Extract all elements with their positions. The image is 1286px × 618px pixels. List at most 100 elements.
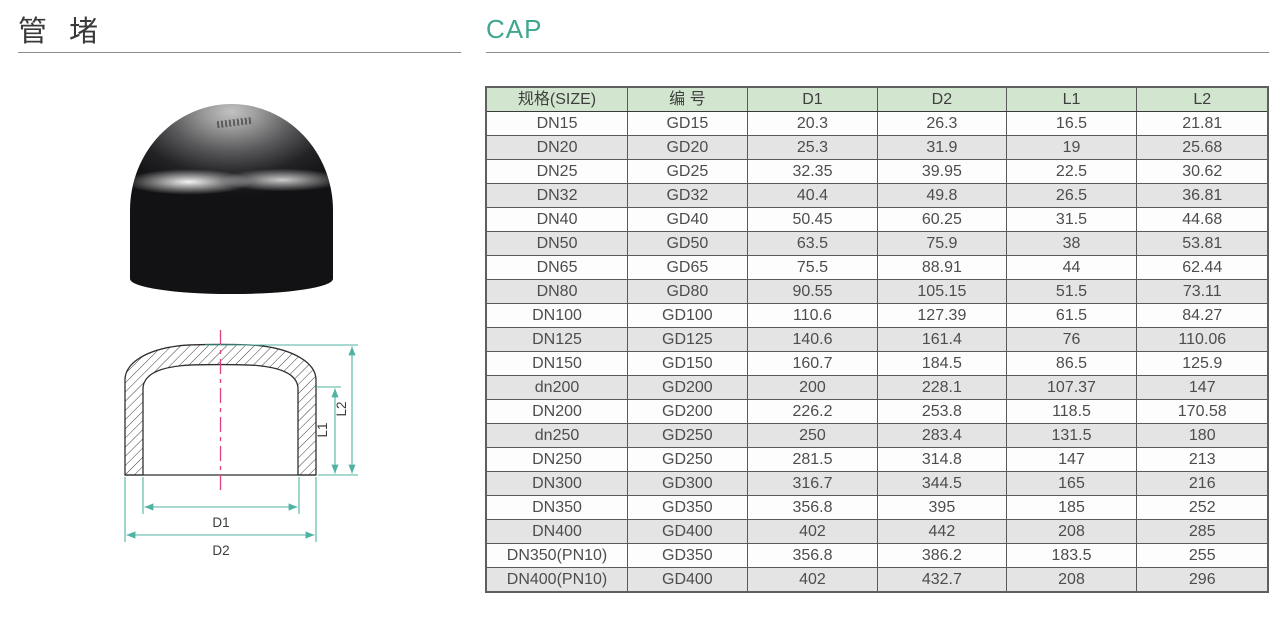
table-cell: 147 — [1005, 447, 1138, 472]
table-cell: DN20 — [485, 135, 629, 160]
table-row: DN125 GD125 140.6 161.4 76 110.06 — [485, 327, 1269, 352]
table-cell: 442 — [877, 519, 1007, 544]
table-row: dn200 GD200 200 228.1 107.37 147 — [485, 375, 1269, 400]
table-cell: 127.39 — [877, 303, 1007, 328]
table-cell: GD300 — [627, 471, 748, 496]
table-row: DN32 GD32 40.4 49.8 26.5 36.81 — [485, 183, 1269, 208]
table-cell: 253.8 — [877, 399, 1007, 424]
table-cell: DN80 — [485, 279, 629, 304]
table-cell: DN65 — [485, 255, 629, 280]
table-row: DN80 GD80 90.55 105.15 51.5 73.11 — [485, 279, 1269, 304]
table-row: DN350 GD350 356.8 395 185 252 — [485, 495, 1269, 520]
table-cell: 88.91 — [877, 255, 1007, 280]
table-cell: GD50 — [627, 231, 748, 256]
table-cell: 356.8 — [746, 495, 879, 520]
table-cell: 44.68 — [1136, 207, 1269, 232]
table-cell: DN250 — [485, 447, 629, 472]
column-header: 规格(SIZE) — [485, 86, 629, 112]
table-row: DN65 GD65 75.5 88.91 44 62.44 — [485, 255, 1269, 280]
table-cell: 44 — [1005, 255, 1138, 280]
table-cell: 183.5 — [1005, 543, 1138, 568]
table-cell: 107.37 — [1005, 375, 1138, 400]
table-cell: DN400 — [485, 519, 629, 544]
table-cell: 216 — [1136, 471, 1269, 496]
table-cell: 226.2 — [746, 399, 879, 424]
table-cell: DN40 — [485, 207, 629, 232]
table-row: DN150 GD150 160.7 184.5 86.5 125.9 — [485, 351, 1269, 376]
cap-wall-section — [124, 343, 317, 476]
table-cell: DN350(PN10) — [485, 543, 629, 568]
cap-technical-drawing: D1 D2 L1 L2 — [124, 330, 358, 558]
table-cell: 356.8 — [746, 543, 879, 568]
table-cell: 38 — [1005, 231, 1138, 256]
table-cell: 60.25 — [877, 207, 1007, 232]
table-cell: 208 — [1005, 519, 1138, 544]
table-cell: 180 — [1136, 423, 1269, 448]
table-cell: DN300 — [485, 471, 629, 496]
table-row: DN15 GD15 20.3 26.3 16.5 21.81 — [485, 111, 1269, 136]
table-cell: DN100 — [485, 303, 629, 328]
table-cell: GD350 — [627, 543, 748, 568]
table-cell: GD250 — [627, 447, 748, 472]
table-cell: DN400(PN10) — [485, 567, 629, 593]
table-row: DN100 GD100 110.6 127.39 61.5 84.27 — [485, 303, 1269, 328]
table-cell: 51.5 — [1005, 279, 1138, 304]
table-cell: 200 — [746, 375, 879, 400]
table-cell: 344.5 — [877, 471, 1007, 496]
label-d1: D1 — [212, 515, 229, 530]
table-cell: 252 — [1136, 495, 1269, 520]
label-d2: D2 — [212, 543, 229, 558]
table-row: DN300 GD300 316.7 344.5 165 216 — [485, 471, 1269, 496]
table-cell: 50.45 — [746, 207, 879, 232]
table-cell: GD400 — [627, 567, 748, 593]
cap-shape — [130, 104, 333, 294]
dimension-lines — [126, 346, 356, 539]
table-row: DN25 GD25 32.35 39.95 22.5 30.62 — [485, 159, 1269, 184]
table-cell: 31.9 — [877, 135, 1007, 160]
table-cell: 75.5 — [746, 255, 879, 280]
table-row: DN400(PN10) GD400 402 432.7 208 296 — [485, 567, 1269, 593]
table-cell: 76 — [1005, 327, 1138, 352]
column-header: D2 — [877, 86, 1007, 112]
table-cell: DN200 — [485, 399, 629, 424]
table-cell: 165 — [1005, 471, 1138, 496]
table-cell: 185 — [1005, 495, 1138, 520]
table-cell: 30.62 — [1136, 159, 1269, 184]
table-cell: GD100 — [627, 303, 748, 328]
table-cell: 110.06 — [1136, 327, 1269, 352]
page-title-english: CAP — [486, 14, 543, 44]
table-cell: 316.7 — [746, 471, 879, 496]
table-cell: 49.8 — [877, 183, 1007, 208]
table-cell: 250 — [746, 423, 879, 448]
table-cell: GD32 — [627, 183, 748, 208]
table-cell: 20.3 — [746, 111, 879, 136]
table-cell: 147 — [1136, 375, 1269, 400]
table-cell: 125.9 — [1136, 351, 1269, 376]
table-cell: 432.7 — [877, 567, 1007, 593]
table-cell: 131.5 — [1005, 423, 1138, 448]
table-cell: 36.81 — [1136, 183, 1269, 208]
dimension-extension-lines — [124, 344, 358, 542]
cap-product-photo — [130, 104, 333, 294]
table-cell: 105.15 — [877, 279, 1007, 304]
column-header: D1 — [746, 86, 879, 112]
column-header: L1 — [1005, 86, 1138, 112]
title-divider-right — [486, 52, 1269, 53]
table-cell: 31.5 — [1005, 207, 1138, 232]
table-cell: 40.4 — [746, 183, 879, 208]
table-cell: 161.4 — [877, 327, 1007, 352]
table-cell: 170.58 — [1136, 399, 1269, 424]
table-cell: GD200 — [627, 399, 748, 424]
table-cell: 255 — [1136, 543, 1269, 568]
table-cell: 19 — [1005, 135, 1138, 160]
table-cell: dn200 — [485, 375, 629, 400]
table-cell: 140.6 — [746, 327, 879, 352]
table-cell: GD125 — [627, 327, 748, 352]
table-cell: 26.3 — [877, 111, 1007, 136]
table-cell: GD80 — [627, 279, 748, 304]
table-cell: 90.55 — [746, 279, 879, 304]
table-cell: 32.35 — [746, 159, 879, 184]
table-cell: 314.8 — [877, 447, 1007, 472]
table-cell: GD40 — [627, 207, 748, 232]
table-cell: 53.81 — [1136, 231, 1269, 256]
